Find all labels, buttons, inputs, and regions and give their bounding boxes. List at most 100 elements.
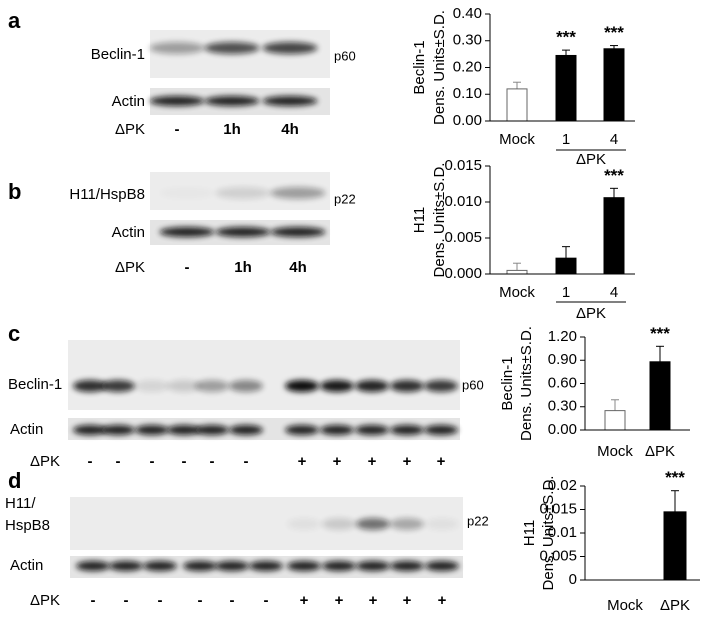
y-tick-label: 0.40 (453, 5, 482, 22)
x-tick-label: ΔPK (645, 443, 675, 460)
lane-label: - (124, 592, 129, 609)
lane-label: 1h (234, 259, 252, 276)
blot-band (262, 42, 318, 54)
blot-band (73, 380, 107, 392)
bar (603, 48, 625, 122)
lane-label: + (333, 453, 342, 470)
blot-band (167, 380, 201, 392)
blot-band (159, 227, 215, 237)
panel-letter: b (8, 179, 21, 204)
group-label: ΔPK (576, 305, 606, 322)
lane-label: 4h (289, 259, 307, 276)
x-tick-label: 1 (562, 284, 570, 301)
bar (603, 197, 625, 275)
lane-label: - (88, 453, 93, 470)
blot-band (73, 425, 107, 435)
x-tick-label: Mock (499, 131, 535, 148)
blot-band (215, 561, 249, 571)
blot-strip (150, 30, 330, 78)
row-label: Beclin-1 (8, 376, 62, 393)
y-tick-label: 0.000 (444, 265, 482, 282)
x-tick-label: 4 (610, 284, 618, 301)
blot-band (322, 561, 356, 571)
y-tick-label: 0.30 (453, 32, 482, 49)
x-tick-label: Mock (597, 443, 633, 460)
blot-band (76, 561, 110, 571)
lane-label: - (150, 453, 155, 470)
lane-label: - (264, 592, 269, 609)
row-label: HspB8 (5, 517, 50, 534)
x-tick-label: 1 (562, 131, 570, 148)
y-tick-label: 0.015 (444, 157, 482, 174)
blot-band (424, 425, 458, 435)
blot-band (135, 380, 169, 392)
y-tick-label: 0.015 (539, 500, 577, 517)
row-label: Actin (10, 557, 43, 574)
significance: *** (604, 166, 624, 185)
lane-label: + (300, 592, 309, 609)
blot-band (135, 425, 169, 435)
blot-band (356, 561, 390, 571)
panel-letter: c (8, 321, 20, 346)
lane-label: + (437, 453, 446, 470)
panel-letter: d (8, 468, 21, 493)
bar (555, 257, 577, 275)
y-tick-label: 0.02 (548, 477, 577, 494)
blot-band (355, 425, 389, 435)
blot-band (390, 518, 424, 530)
row-label: Actin (112, 93, 145, 110)
blot-band (390, 425, 424, 435)
group-label: ΔPK (576, 151, 606, 168)
blot-band (425, 561, 459, 571)
significance: *** (650, 324, 670, 343)
lane-label: 1h (223, 121, 241, 138)
y-tick-label: 0.01 (548, 524, 577, 541)
blot-band (270, 227, 326, 237)
y-axis-label: Dens. Units±S.D. (431, 163, 448, 278)
blot-band (195, 380, 229, 392)
lane-label: - (244, 453, 249, 470)
lane-label: - (210, 453, 215, 470)
blot-band (287, 518, 321, 530)
y-tick-label: 0.60 (548, 374, 577, 391)
x-tick-label: Mock (607, 597, 643, 614)
lane-label: - (185, 259, 190, 276)
significance: *** (556, 28, 576, 47)
blot-band (322, 518, 356, 530)
bar (506, 269, 528, 275)
blot-band (160, 187, 215, 199)
x-tick-label: 4 (610, 131, 618, 148)
blot-band (183, 561, 217, 571)
row-label: Beclin-1 (91, 46, 145, 63)
y-axis-label: Dens. Units±S.D. (540, 476, 557, 591)
blot-band (356, 518, 390, 530)
blot-band (195, 425, 229, 435)
row-label: Actin (10, 421, 43, 438)
bar (555, 54, 577, 122)
lane-label: + (438, 592, 447, 609)
blot-band (249, 561, 283, 571)
y-tick-label: 0.30 (548, 398, 577, 415)
lane-label: + (335, 592, 344, 609)
y-axis-label: H11 (521, 520, 538, 546)
blot-band (149, 42, 205, 54)
y-tick-label: 0 (569, 571, 577, 588)
blot-band (143, 561, 177, 571)
blot-band (355, 380, 389, 392)
y-tick-label: 0.005 (444, 229, 482, 246)
y-tick-label: 0.00 (453, 112, 482, 129)
blot-band (229, 425, 263, 435)
lane-label: + (369, 592, 378, 609)
blot-band (215, 227, 271, 237)
row-label: Actin (112, 224, 145, 241)
bar (663, 511, 687, 581)
marker-label: p22 (467, 513, 489, 528)
y-tick-label: 0.90 (548, 351, 577, 368)
treatment-label: ΔPK (115, 121, 145, 138)
y-axis-label: H11 (411, 207, 428, 233)
blot-band (101, 425, 135, 435)
bar (506, 88, 528, 122)
y-axis-label: Dens. Units±S.D. (431, 10, 448, 125)
blot-strip (68, 418, 460, 440)
